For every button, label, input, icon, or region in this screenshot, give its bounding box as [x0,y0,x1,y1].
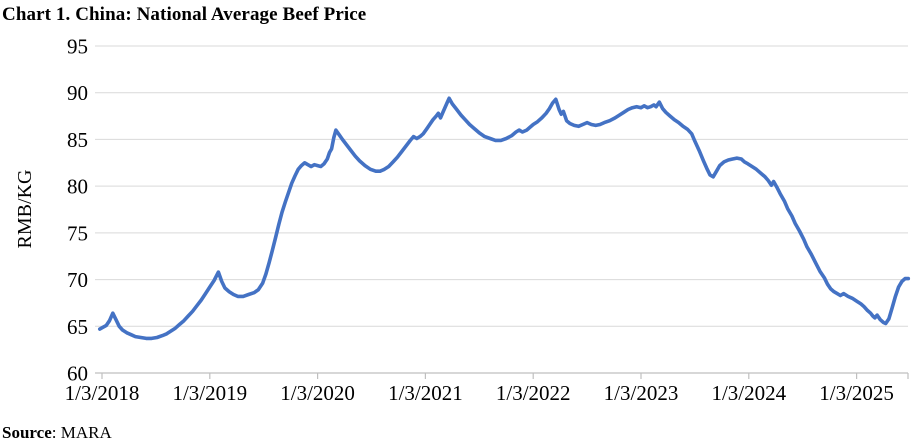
price-series-line [98,96,911,341]
y-tick-label-95: 95 [67,35,88,59]
y-tick-label-85: 85 [67,128,88,152]
x-tick-label-2025: 1/3/2025 [819,381,894,405]
x-tick-label-2019: 1/3/2019 [172,381,247,405]
x-tick-label-2024: 1/3/2024 [711,381,786,405]
source-value: : MARA [51,423,112,442]
y-tick-label-70: 70 [67,268,88,292]
y-axis-title: RMB/KG [14,170,36,249]
y-gridlines [95,45,908,327]
y-tick-label-60: 60 [67,362,88,386]
y-tick-label-65: 65 [67,315,88,339]
x-tick-label-2021: 1/3/2021 [388,381,463,405]
x-tick-label-2022: 1/3/2022 [496,381,571,405]
x-tick-label-2020: 1/3/2020 [280,381,355,405]
y-tick-label-90: 90 [67,81,88,105]
y-axis-labels: 60 65 70 75 80 85 90 95 [67,35,88,386]
y-tick-label-75: 75 [67,221,88,245]
chart-title: Chart 1. China: National Average Beef Pr… [2,4,367,25]
x-tick-label-2018: 1/3/2018 [65,381,140,405]
x-axis-labels: 1/3/2018 1/3/2019 1/3/2020 1/3/2021 1/3/2022… [65,381,894,405]
source-label: Source [2,423,52,442]
x-axis-ticks [101,373,909,379]
x-tick-label-2023: 1/3/2023 [604,381,679,405]
source-note: Source: MARA [2,423,112,443]
y-tick-label-80: 80 [67,175,88,199]
